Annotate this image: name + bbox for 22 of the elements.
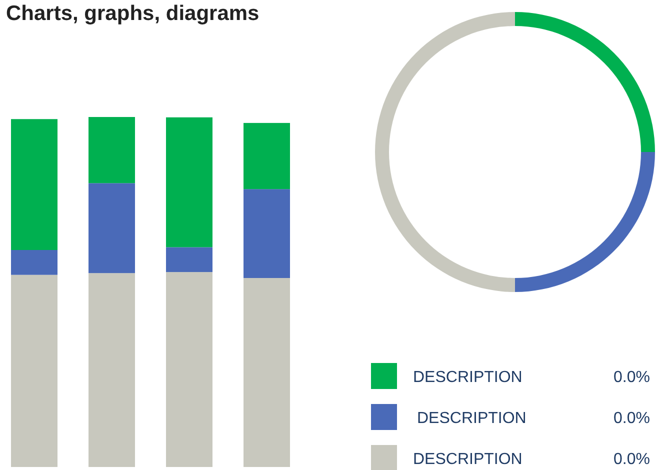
legend-label: DESCRIPTION <box>413 369 522 386</box>
donut-slice <box>375 12 515 292</box>
bar <box>166 272 212 467</box>
bar <box>244 122 290 190</box>
bar <box>166 117 212 248</box>
bar <box>244 278 290 467</box>
bar <box>244 189 290 278</box>
bar <box>88 183 135 274</box>
bar <box>88 117 135 184</box>
donut-slice <box>515 12 655 152</box>
text: 0.0% <box>614 369 650 386</box>
text: 0.0% <box>614 451 650 468</box>
chart-title: Charts, graphs, diagrams <box>6 2 260 25</box>
legend-label: DESCRIPTION <box>413 451 522 468</box>
bar <box>11 250 58 275</box>
bar <box>88 273 135 467</box>
bar <box>11 119 58 250</box>
donut-slice <box>515 152 655 292</box>
bar <box>166 247 212 272</box>
legend-label: DESCRIPTION <box>417 410 526 427</box>
bar <box>11 274 58 467</box>
text: 0.0% <box>614 410 650 427</box>
